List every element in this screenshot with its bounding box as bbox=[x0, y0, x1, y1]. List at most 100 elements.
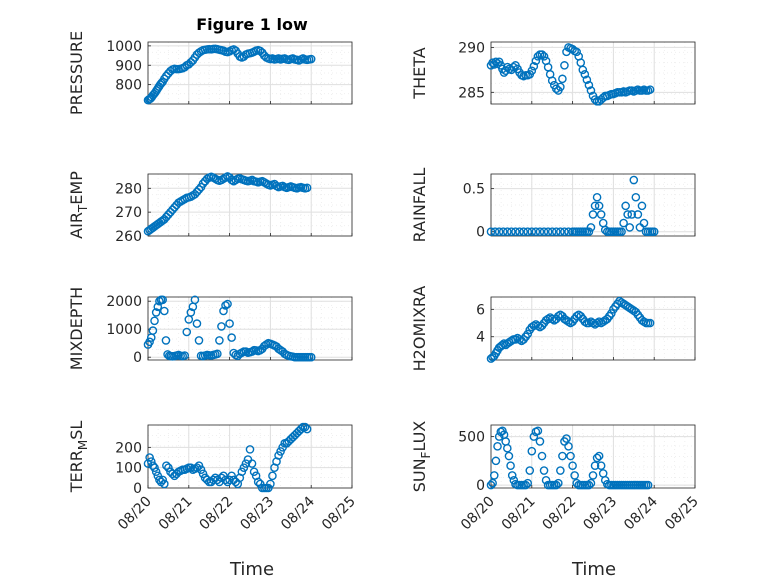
data-point bbox=[180, 351, 190, 360]
data-point bbox=[190, 295, 200, 305]
data-point bbox=[556, 466, 565, 475]
data-point bbox=[145, 453, 154, 462]
subplot-8: 0 500 08/20 08/21 08/22 08/23 08/24 08/25 SUNFLU… bbox=[410, 421, 702, 534]
data-point bbox=[592, 453, 602, 463]
data-point bbox=[196, 465, 206, 475]
data-point bbox=[533, 426, 543, 436]
data-point bbox=[503, 443, 512, 453]
data-point bbox=[227, 471, 236, 481]
data-point bbox=[594, 201, 604, 211]
data-point bbox=[558, 451, 567, 461]
data-point bbox=[560, 227, 569, 236]
data-point bbox=[194, 185, 204, 194]
y-tick-label: 1000 bbox=[106, 39, 142, 55]
data-point bbox=[488, 478, 497, 488]
data-point bbox=[164, 463, 173, 472]
data-point bbox=[539, 227, 549, 236]
x-tick-label: 08/23 bbox=[580, 494, 620, 534]
y-axis-label: MIXDEPTH bbox=[67, 287, 86, 370]
data-point bbox=[531, 227, 541, 236]
y-tick-label: 200 bbox=[115, 440, 142, 456]
data-point bbox=[537, 50, 547, 59]
y-tick-label: 290 bbox=[458, 40, 485, 56]
data-point bbox=[564, 442, 573, 451]
data-point bbox=[302, 424, 312, 434]
data-point bbox=[213, 349, 222, 359]
data-point bbox=[170, 471, 179, 481]
data-point bbox=[590, 201, 600, 211]
data-point bbox=[584, 80, 594, 90]
data-point bbox=[631, 192, 641, 202]
data-point bbox=[490, 227, 500, 236]
data-point bbox=[182, 327, 192, 337]
data-point bbox=[245, 445, 255, 454]
data-point bbox=[551, 227, 561, 236]
data-point bbox=[306, 352, 316, 362]
axes-box bbox=[490, 296, 696, 361]
data-point bbox=[498, 227, 508, 236]
x-tick-label: 08/25 bbox=[319, 494, 359, 534]
data-point bbox=[586, 478, 596, 488]
data-point bbox=[145, 337, 154, 347]
data-point bbox=[649, 227, 659, 236]
data-point bbox=[562, 434, 571, 443]
y-tick-label: 4 bbox=[476, 330, 485, 346]
data-point bbox=[558, 74, 567, 84]
data-point bbox=[223, 299, 232, 309]
data-point bbox=[527, 227, 537, 236]
data-point bbox=[151, 308, 161, 317]
data-point bbox=[249, 467, 259, 477]
data-point bbox=[551, 480, 561, 490]
data-point bbox=[162, 461, 171, 470]
data-point bbox=[225, 319, 234, 328]
data-point bbox=[617, 227, 626, 236]
x-tick-label: 08/23 bbox=[237, 494, 277, 534]
x-tick-label: 08/20 bbox=[458, 494, 498, 534]
data-point bbox=[529, 321, 539, 331]
data-point bbox=[237, 467, 247, 477]
data-point bbox=[266, 479, 275, 489]
data-point bbox=[560, 61, 569, 70]
data-point bbox=[590, 95, 600, 104]
x-tick-label: 08/24 bbox=[621, 493, 661, 533]
data-point bbox=[621, 201, 630, 211]
data-point bbox=[547, 227, 557, 236]
data-point bbox=[227, 333, 236, 342]
data-point bbox=[629, 175, 639, 185]
data-point bbox=[523, 227, 533, 236]
y-axis-label: THETA bbox=[410, 47, 429, 99]
data-point bbox=[262, 340, 271, 349]
y-tick-label: 260 bbox=[115, 229, 142, 245]
data-point bbox=[564, 227, 573, 236]
data-point bbox=[247, 459, 257, 468]
data-point bbox=[639, 218, 649, 228]
y-axis-label: H2OMIXRA bbox=[410, 286, 429, 372]
data-point bbox=[521, 480, 530, 490]
axes-box bbox=[147, 41, 353, 105]
x-tick-label: 08/20 bbox=[115, 494, 155, 534]
data-point bbox=[556, 82, 565, 92]
data-point bbox=[498, 426, 507, 436]
data-point bbox=[529, 432, 539, 441]
x-tick-label: 08/22 bbox=[197, 494, 237, 534]
subplot-7: 0 100 200 08/20 08/21 08/22 08/23 08/24 08/25 TER… bbox=[67, 421, 359, 534]
figure-title: Figure 1 low bbox=[196, 15, 308, 34]
data-point bbox=[584, 318, 594, 328]
data-point bbox=[302, 183, 312, 193]
data-point bbox=[594, 317, 604, 326]
data-point bbox=[486, 227, 496, 236]
data-point bbox=[586, 223, 596, 232]
data-point bbox=[504, 451, 514, 461]
data-point bbox=[633, 210, 643, 219]
y-axis-label: PRESSURE bbox=[67, 31, 86, 115]
data-point bbox=[241, 459, 251, 468]
axes-box bbox=[147, 424, 353, 489]
data-point bbox=[537, 451, 547, 461]
y-tick-label: 6 bbox=[476, 302, 485, 318]
data-point bbox=[623, 210, 632, 219]
data-point bbox=[157, 78, 166, 88]
y-tick-label: 900 bbox=[115, 58, 142, 74]
y-tick-label: 0 bbox=[476, 478, 485, 494]
data-point bbox=[580, 70, 590, 79]
